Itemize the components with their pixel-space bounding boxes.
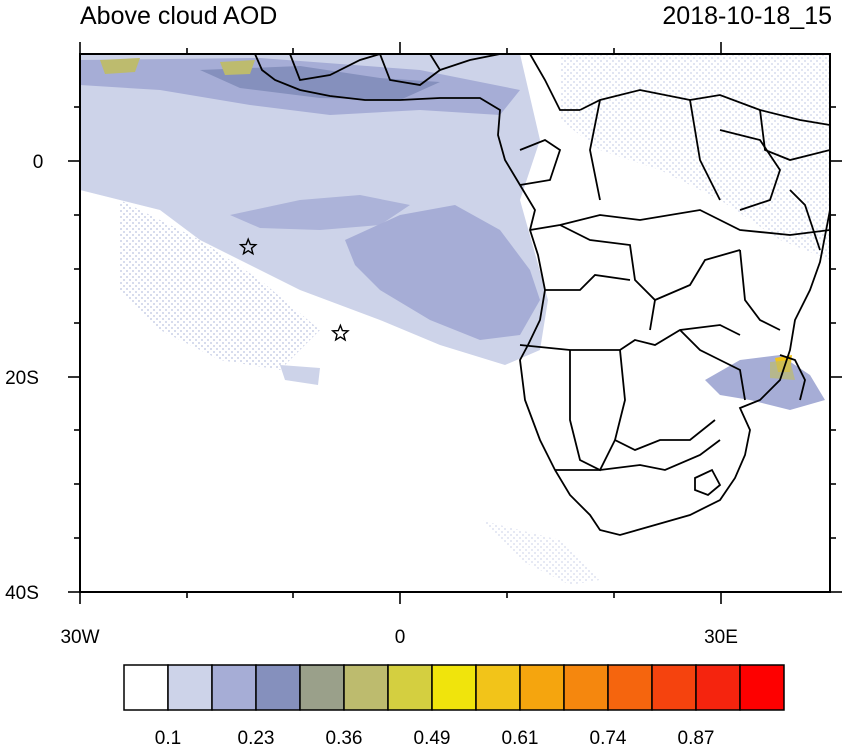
colorbar-label: 0.74 <box>590 728 627 747</box>
colorbar-swatch <box>519 664 565 711</box>
colorbar-label: 0.61 <box>502 728 539 747</box>
colorbar-swatch <box>431 664 477 711</box>
aod-field <box>80 54 830 585</box>
colorbar-label: 0.87 <box>678 728 715 747</box>
x-tick-0: 0 <box>395 627 406 648</box>
colorbar-swatch <box>255 664 301 711</box>
colorbar-swatch <box>607 664 653 711</box>
x-tick-30w: 30W <box>60 627 99 648</box>
map-timestamp: 2018-10-18_15 <box>662 2 832 30</box>
y-tick-20s: 20S <box>5 368 39 389</box>
star-marker-1 <box>238 237 258 256</box>
colorbar-swatch <box>343 664 389 711</box>
site-markers <box>238 237 350 342</box>
map-title: Above cloud AOD <box>80 2 278 30</box>
y-tick-40s: 40S <box>5 583 39 604</box>
colorbar-label: 0.49 <box>414 728 451 747</box>
colorbar-label: 0.23 <box>238 728 275 747</box>
colorbar-swatch <box>695 664 741 711</box>
colorbar-swatch <box>387 664 433 711</box>
colorbar-swatch <box>563 664 609 711</box>
star-marker-2 <box>330 323 350 342</box>
colorbar-label: 0.1 <box>155 728 181 747</box>
coastlines <box>254 54 830 536</box>
colorbar-labels: 0.1 0.23 0.36 0.49 0.61 0.74 0.87 <box>155 728 715 747</box>
colorbar-swatch <box>651 664 697 711</box>
colorbar-label: 0.36 <box>326 728 363 747</box>
colorbar-swatch <box>123 664 169 711</box>
colorbar-swatch <box>211 664 257 711</box>
colorbar-swatch <box>167 664 213 711</box>
colorbar <box>123 664 785 711</box>
map-frame <box>68 42 842 604</box>
colorbar-swatch <box>299 664 345 711</box>
y-tick-0: 0 <box>33 152 44 173</box>
colorbar-swatch <box>739 664 785 711</box>
x-tick-30e: 30E <box>704 627 738 648</box>
colorbar-swatch <box>475 664 521 711</box>
